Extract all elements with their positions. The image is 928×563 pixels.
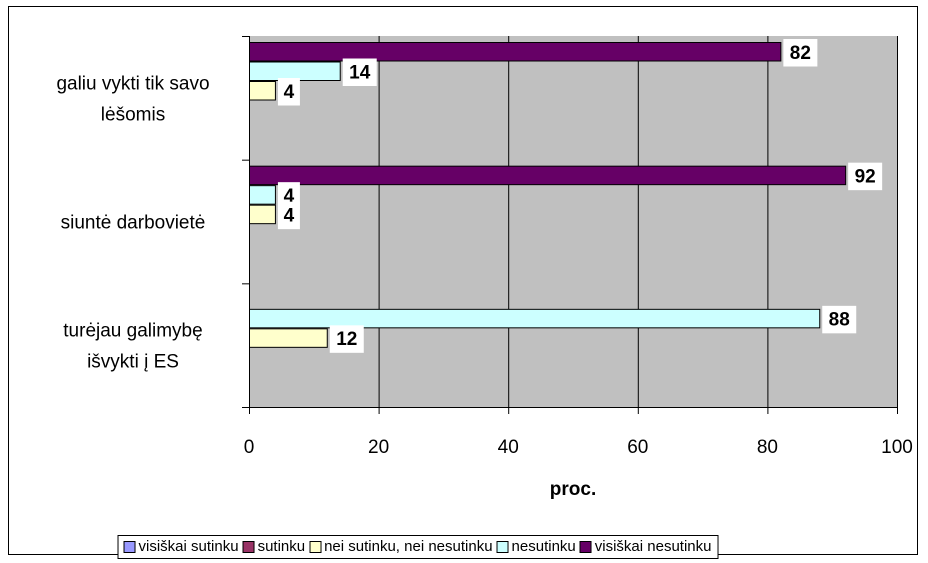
legend-item: visiškai nesutinku	[579, 538, 712, 556]
legend-label: nesutinku	[511, 538, 576, 555]
legend-swatch	[242, 541, 255, 553]
data-label: 4	[284, 82, 295, 103]
data-label: 4	[284, 205, 295, 226]
legend-label: visiškai sutinku	[138, 538, 239, 555]
data-label: 12	[336, 329, 357, 350]
category-label: siuntė darbovietė	[61, 213, 206, 234]
bar	[249, 328, 328, 348]
legend-swatch	[496, 541, 509, 553]
legend-item: visiškai sutinku	[123, 538, 239, 556]
data-label: 14	[349, 62, 371, 83]
bar	[249, 61, 341, 81]
legend-swatch	[309, 541, 322, 553]
x-tick-label: 60	[627, 437, 648, 458]
data-label-box	[848, 162, 883, 191]
data-label-box	[342, 58, 377, 86]
legend-label: visiškai nesutinku	[594, 538, 712, 555]
bar	[249, 165, 847, 186]
x-tick-label: 100	[881, 437, 913, 458]
legend-item: nesutinku	[496, 538, 576, 556]
data-label-box	[329, 325, 364, 353]
category-label: turėjau galimybę išvykti į ES	[63, 321, 202, 373]
x-tick-label: 80	[757, 437, 778, 458]
chart-legend: visiškai sutinku sutinku nei sutinku, nei …	[117, 535, 719, 559]
bar	[249, 204, 276, 225]
category-label: galiu vykti tik savo lėšomis	[56, 73, 209, 125]
bar	[249, 185, 276, 205]
data-label-box	[277, 201, 300, 230]
data-label-box	[822, 305, 857, 334]
legend-item: sutinku	[242, 538, 306, 556]
data-label-box	[277, 78, 300, 106]
bar	[249, 308, 821, 329]
x-tick-label: 20	[368, 437, 389, 458]
legend-swatch	[579, 541, 592, 553]
legend-label: nei sutinku, nei nesutinku	[324, 538, 493, 555]
legend-label: sutinku	[257, 538, 306, 555]
data-label: 4	[284, 186, 295, 207]
legend-swatch	[123, 541, 136, 553]
data-label-box	[783, 39, 818, 67]
x-tick-label: 0	[244, 437, 255, 458]
x-tick-label: 40	[498, 437, 519, 458]
bar	[249, 81, 276, 101]
data-label: 92	[855, 166, 876, 187]
legend-item: nei sutinku, nei nesutinku	[309, 538, 493, 556]
x-axis-title: proc.	[550, 479, 596, 500]
data-label: 88	[829, 310, 850, 331]
bar	[249, 42, 782, 62]
data-label: 82	[790, 43, 811, 64]
